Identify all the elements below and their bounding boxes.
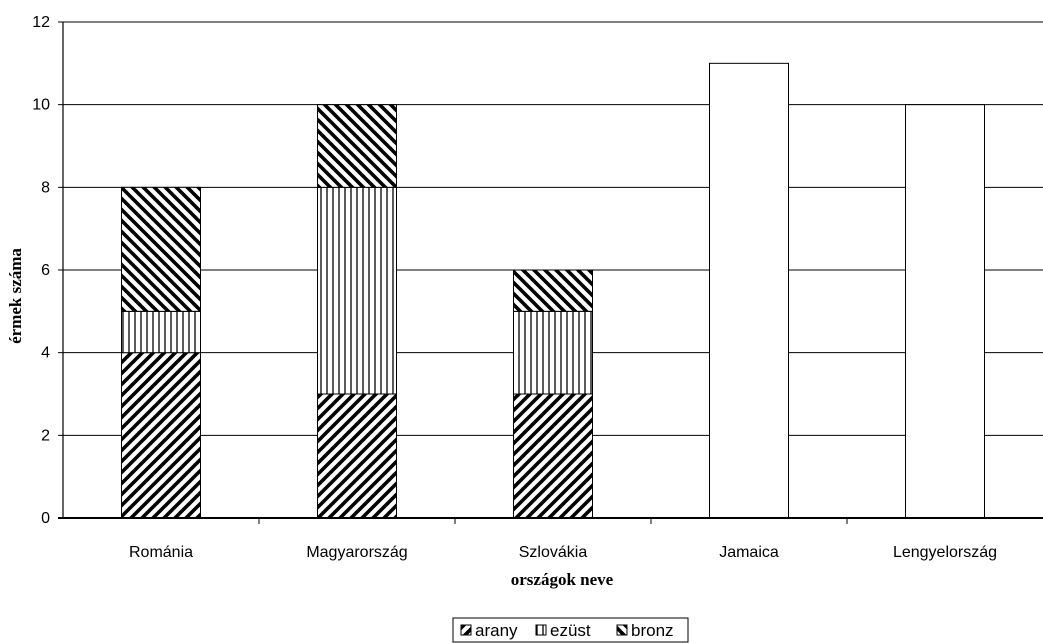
- bar-bronz-1: [317, 104, 397, 188]
- bar-ezüst-2: [513, 310, 593, 395]
- bar-bronz-0: [121, 186, 201, 312]
- y-tick-label-10: 10: [32, 97, 50, 114]
- legend-box: [452, 617, 689, 643]
- axes: 0 2 4 6 8 10 12 Románia Magyarország Szlovákia Jam…: [32, 14, 1043, 561]
- y-tick-label-12: 12: [32, 14, 50, 31]
- y-tick-label-2: 2: [41, 427, 50, 444]
- bar-ezüst-0: [121, 310, 201, 354]
- bar-arany-2: [513, 393, 593, 519]
- legend-label-bronz: bronz: [631, 621, 674, 640]
- x-axis-title: országok neve: [511, 570, 614, 589]
- y-tick-label-4: 4: [41, 345, 50, 362]
- legend-swatch-bronz: [616, 624, 628, 636]
- legend-swatch-arany: [460, 624, 472, 636]
- x-tick-label-3: Jamaica: [719, 544, 779, 561]
- bar-total-3: [709, 62, 789, 519]
- bar-bronz-2: [513, 269, 593, 312]
- y-axis-title: érmek száma: [6, 248, 25, 344]
- y-tick-label-8: 8: [41, 179, 50, 196]
- bar-ezüst-1: [317, 186, 397, 395]
- y-tick-label-0: 0: [41, 510, 50, 527]
- bar-total-4: [905, 104, 985, 519]
- x-tick-label-1: Magyarország: [306, 544, 407, 561]
- x-tick-label-0: Románia: [129, 544, 193, 561]
- x-tick-label-2: Szlovákia: [519, 544, 588, 561]
- legend-label-ezüst: ezüst: [550, 621, 591, 640]
- x-tick-label-4: Lengyelország: [893, 544, 997, 561]
- legend-swatch-ezüst: [535, 624, 547, 636]
- bar-arany-0: [121, 352, 201, 519]
- legend: arany ezüst bronz: [452, 617, 689, 643]
- axis-labels: országok neve érmek száma: [6, 248, 614, 589]
- bar-arany-1: [317, 393, 397, 519]
- y-tick-label-6: 6: [41, 262, 50, 279]
- bars: [121, 62, 985, 519]
- legend-label-arany: arany: [475, 621, 518, 640]
